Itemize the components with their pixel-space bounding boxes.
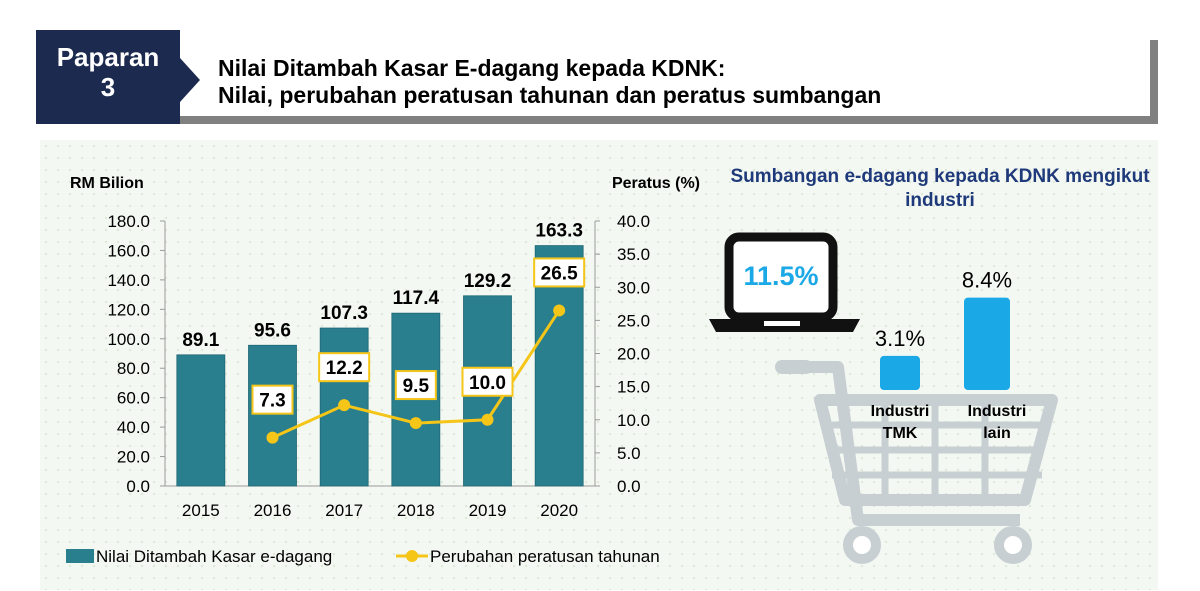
total-share-label: 11.5% <box>743 261 818 291</box>
badge-line-2: 3 <box>100 72 116 102</box>
growth-point-2018 <box>409 417 422 430</box>
left-tick-label: 100.0 <box>107 330 150 349</box>
growth-point-2016 <box>266 431 279 444</box>
badge-arrow <box>180 58 200 102</box>
right-tick-label: 25.0 <box>617 311 650 330</box>
industry-value-label: 8.4% <box>962 268 1012 293</box>
left-tick-label: 60.0 <box>117 389 150 408</box>
exhibit-badge-label: Paparan 3 <box>36 42 180 102</box>
page-title: Nilai Ditambah Kasar E-dagang kepada KDN… <box>218 55 881 109</box>
cart-wheel <box>994 526 1032 564</box>
growth-value-label: 12.2 <box>326 358 363 379</box>
growth-value-label: 10.0 <box>469 373 506 394</box>
left-tick-label: 180.0 <box>107 212 150 231</box>
left-tick-label: 0.0 <box>126 477 150 496</box>
badge-line-1: Paparan <box>56 42 160 72</box>
right-tick-label: 15.0 <box>617 378 650 397</box>
right-axis-title: Peratus (%) <box>612 175 700 192</box>
industry-category-label: Industri <box>968 403 1027 420</box>
right-tick-label: 20.0 <box>617 345 650 364</box>
x-tick-label: 2020 <box>540 501 578 520</box>
industry-category-label: lain <box>983 425 1011 442</box>
growth-point-2017 <box>338 399 351 412</box>
x-tick-label: 2015 <box>182 501 220 520</box>
growth-point-2020 <box>553 304 566 317</box>
right-tick-label: 0.0 <box>617 477 641 496</box>
title-line-2: Nilai, perubahan peratusan tahunan dan p… <box>218 82 882 108</box>
header-bar <box>40 40 1158 124</box>
growth-label-box <box>318 352 371 383</box>
bar-2015 <box>176 354 226 487</box>
x-tick-label: 2017 <box>325 501 363 520</box>
industry-category-label: TMK <box>883 425 918 442</box>
bar-value-label: 89.1 <box>182 330 219 351</box>
legend-line-marker <box>406 550 418 562</box>
cart-frame <box>810 361 1020 526</box>
bar-2016 <box>248 344 297 487</box>
exhibit-badge <box>36 30 180 124</box>
industry-chart-title: Sumbangan e-dagang kepada KDNK mengikut … <box>730 166 1150 211</box>
growth-label-box <box>533 257 586 288</box>
x-tick-label: 2019 <box>469 501 507 520</box>
left-tick-label: 40.0 <box>117 418 150 437</box>
cart-basket <box>814 394 1058 506</box>
laptop-icon <box>724 232 838 322</box>
growth-label-box <box>394 370 437 401</box>
laptop-trackpad <box>764 321 800 326</box>
right-tick-label: 40.0 <box>617 212 650 231</box>
left-tick-label: 80.0 <box>117 359 150 378</box>
industry-category-label: Industri <box>871 403 930 420</box>
legend-bar-swatch <box>66 549 94 563</box>
cart-wheel <box>843 526 881 564</box>
bar-value-label: 107.3 <box>320 303 368 324</box>
bar-value-label: 163.3 <box>535 221 583 242</box>
right-tick-label: 5.0 <box>617 444 641 463</box>
right-tick-label: 30.0 <box>617 278 650 297</box>
left-axis-title: RM Bilion <box>70 175 144 192</box>
growth-point-2019 <box>481 413 494 426</box>
growth-label-box <box>251 384 294 415</box>
left-tick-label: 140.0 <box>107 271 150 290</box>
x-tick-label: 2016 <box>254 501 292 520</box>
industry-bar-lain <box>964 297 1010 390</box>
growth-value-label: 26.5 <box>541 263 578 284</box>
industry-bar-tmk <box>880 355 920 390</box>
growth-value-label: 9.5 <box>403 376 430 397</box>
left-tick-label: 160.0 <box>107 241 150 260</box>
right-tick-label: 35.0 <box>617 245 650 264</box>
x-tick-label: 2018 <box>397 501 435 520</box>
right-tick-label: 10.0 <box>617 411 650 430</box>
left-tick-label: 120.0 <box>107 300 150 319</box>
bar-value-label: 117.4 <box>393 288 440 309</box>
bar-value-label: 95.6 <box>254 320 291 341</box>
growth-label-box <box>461 366 514 397</box>
legend-bar-label: Nilai Ditambah Kasar e-dagang <box>96 547 332 566</box>
shopping-cart-icon <box>775 360 813 374</box>
title-line-1: Nilai Ditambah Kasar E-dagang kepada KDN… <box>218 55 726 81</box>
bar-value-label: 129.2 <box>464 271 512 292</box>
industry-value-label: 3.1% <box>875 326 925 351</box>
left-tick-label: 20.0 <box>117 448 150 467</box>
legend-line-label: Perubahan peratusan tahunan <box>430 547 660 566</box>
growth-value-label: 7.3 <box>259 391 285 412</box>
